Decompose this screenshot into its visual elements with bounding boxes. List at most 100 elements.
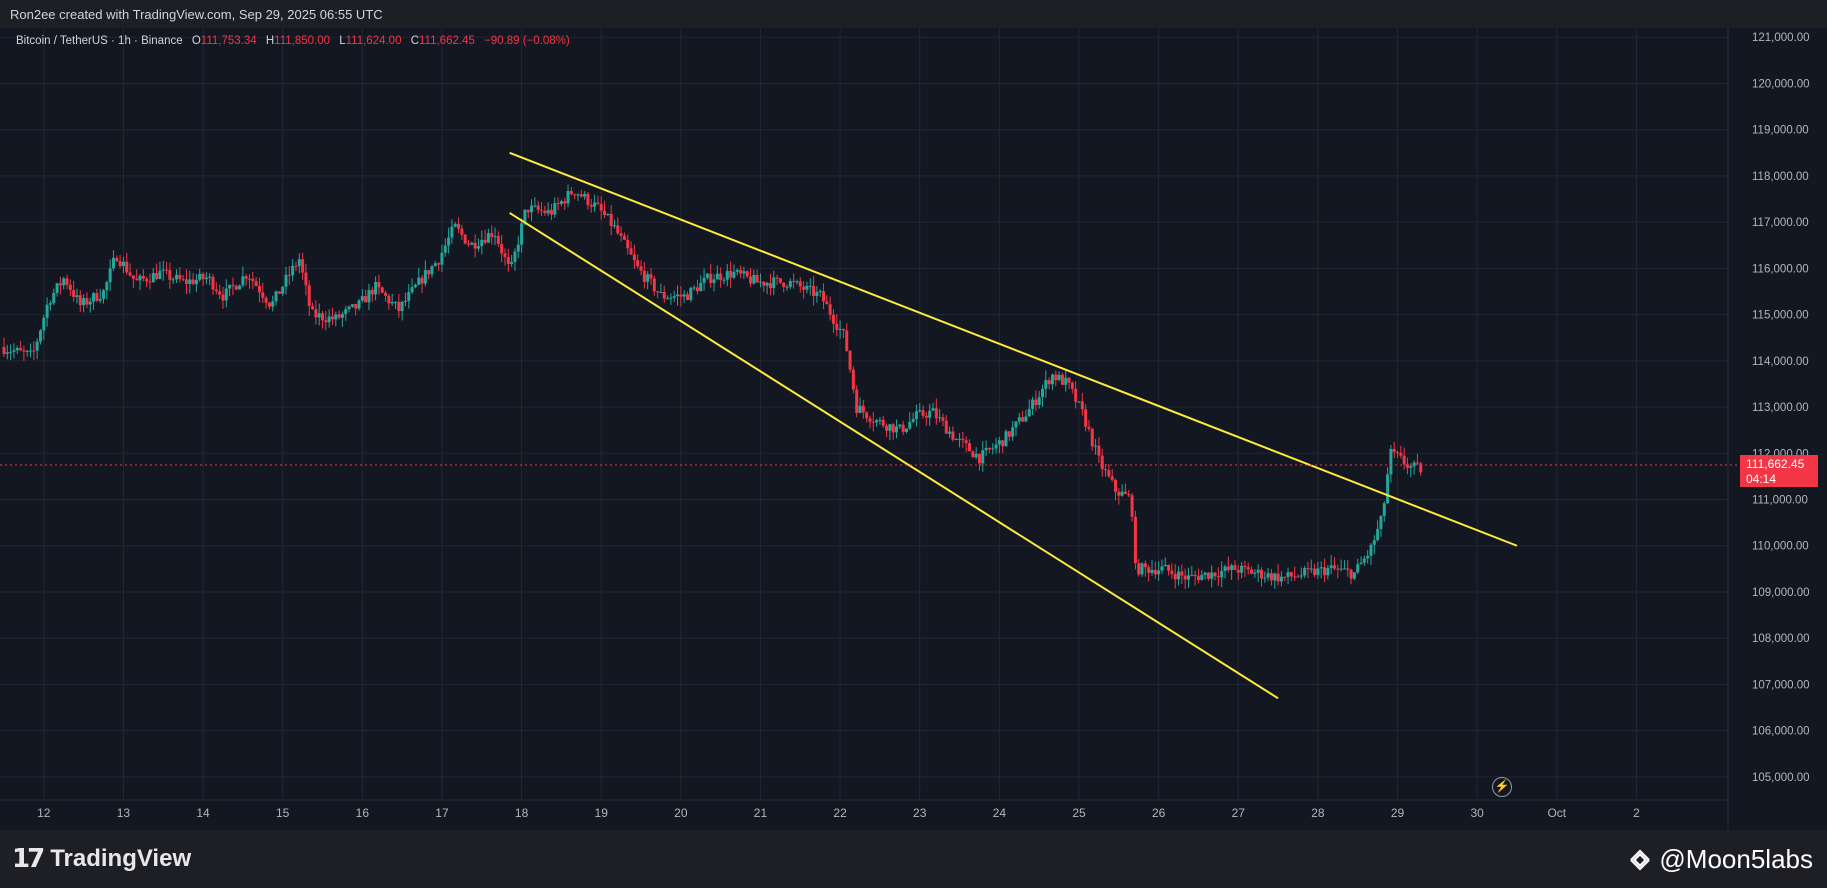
candle-body-up xyxy=(1077,401,1081,403)
candle-body-up xyxy=(1409,466,1413,468)
candle-body-down xyxy=(277,291,281,294)
candle-body-up xyxy=(1329,565,1333,569)
candle-body-down xyxy=(181,279,185,281)
candle-body-up xyxy=(1266,573,1270,578)
price-axis: 105,000.00 106,000.00 107,000.00 108,000.00… xyxy=(1752,32,1810,784)
high-label: H xyxy=(265,35,275,47)
candle-body-up xyxy=(417,277,421,285)
tradingview-logo-icon: 17 xyxy=(12,844,45,874)
candle-body-up xyxy=(888,424,892,431)
candle-body-up xyxy=(918,410,922,412)
candle-body-down xyxy=(639,266,643,271)
time-tick-label: 14 xyxy=(196,806,210,820)
candle-body-up xyxy=(1057,374,1061,381)
candle-body-up xyxy=(1286,572,1290,577)
candle-body-down xyxy=(1415,462,1419,464)
candle-body-down xyxy=(685,294,689,300)
candle-body-down xyxy=(1289,572,1293,577)
attribution-text: Ron2ee created with TradingView.com, Sep… xyxy=(10,7,383,22)
candle-body-down xyxy=(370,290,374,295)
open-value: 111,753.34 xyxy=(200,35,257,47)
candle-body-up xyxy=(158,270,162,279)
candle-body-up xyxy=(15,347,19,351)
symbol-name[interactable]: Bitcoin / TetherUS · 1h · Binance xyxy=(16,35,183,47)
candle-body-down xyxy=(1133,516,1137,564)
candle-body-up xyxy=(692,287,696,289)
price-tick-label: 116,000.00 xyxy=(1752,263,1809,275)
candle-body-down xyxy=(616,225,620,234)
candle-body-down xyxy=(825,301,829,305)
candle-body-down xyxy=(1047,380,1051,385)
candle-body-down xyxy=(1104,469,1108,471)
candle-body-down xyxy=(749,276,753,284)
candle-body-down xyxy=(65,278,69,285)
time-tick-label: 26 xyxy=(1152,806,1166,820)
candle-body-down xyxy=(135,278,139,281)
candle-body-up xyxy=(1319,567,1323,569)
candle-body-down xyxy=(301,259,305,273)
candle-body-up xyxy=(546,210,550,214)
candle-body-down xyxy=(812,285,816,297)
candle-body-up xyxy=(12,350,16,352)
candle-body-up xyxy=(297,259,301,267)
candle-body-down xyxy=(1243,565,1247,568)
candle-body-down xyxy=(2,346,6,354)
candle-body-down xyxy=(775,277,779,279)
candle-body-down xyxy=(921,410,925,416)
candle-body-down xyxy=(556,203,560,205)
candle-body-up xyxy=(374,282,378,295)
candle-body-down xyxy=(1296,576,1300,578)
candle-body-up xyxy=(274,291,278,302)
candle-body-down xyxy=(971,451,975,458)
candle-body-up xyxy=(1366,555,1370,559)
candle-body-up xyxy=(1230,565,1234,570)
candle-body-up xyxy=(92,293,96,302)
candle-body-down xyxy=(941,417,945,421)
candle-body-down xyxy=(934,408,938,419)
candle-body-up xyxy=(659,291,663,293)
watermark: @Moon5labs xyxy=(1627,844,1813,875)
candle-body-up xyxy=(705,273,709,278)
candle-body-up xyxy=(1200,574,1204,581)
candle-body-up xyxy=(1186,575,1190,580)
candle-body-down xyxy=(596,202,600,204)
candle-body-down xyxy=(304,272,308,286)
candle-body-up xyxy=(1120,491,1124,496)
time-tick-label: 23 xyxy=(913,806,927,820)
close-value: 111,662.45 xyxy=(419,35,475,47)
candle-body-up xyxy=(752,275,756,284)
candle-body-down xyxy=(307,285,311,307)
candle-body-up xyxy=(347,306,351,310)
candle-body-up xyxy=(1386,474,1390,504)
lightning-icon[interactable]: ⚡ xyxy=(1492,777,1512,797)
candle-body-down xyxy=(1259,569,1263,579)
candle-body-down xyxy=(384,292,388,296)
candle-body-down xyxy=(155,273,159,279)
candle-body-up xyxy=(1240,565,1244,573)
candle-body-down xyxy=(1283,576,1287,578)
candle-body-down xyxy=(234,285,238,290)
candle-body-up xyxy=(394,301,398,303)
candle-body-up xyxy=(284,274,288,287)
candle-body-up xyxy=(948,431,952,434)
candle-body-up xyxy=(898,424,902,427)
candle-body-up xyxy=(772,277,776,289)
candle-body-down xyxy=(466,243,470,245)
candle-body-up xyxy=(98,298,102,301)
candlesticks xyxy=(2,184,1423,590)
candle-body-up xyxy=(1339,568,1343,570)
low-value: 111,624.00 xyxy=(345,35,402,47)
candle-body-up xyxy=(447,237,451,246)
candle-body-up xyxy=(350,304,354,307)
tradingview-brand[interactable]: 17 TradingView xyxy=(12,844,191,874)
candle-body-down xyxy=(619,233,623,236)
time-tick-label: 17 xyxy=(435,806,449,820)
candle-body-up xyxy=(62,278,66,286)
candle-body-up xyxy=(271,301,275,307)
candle-body-down xyxy=(330,316,334,320)
candle-body-up xyxy=(1359,562,1363,565)
candle-body-down xyxy=(961,438,965,441)
candle-body-up xyxy=(1177,571,1181,580)
candle-body-up xyxy=(722,279,726,281)
